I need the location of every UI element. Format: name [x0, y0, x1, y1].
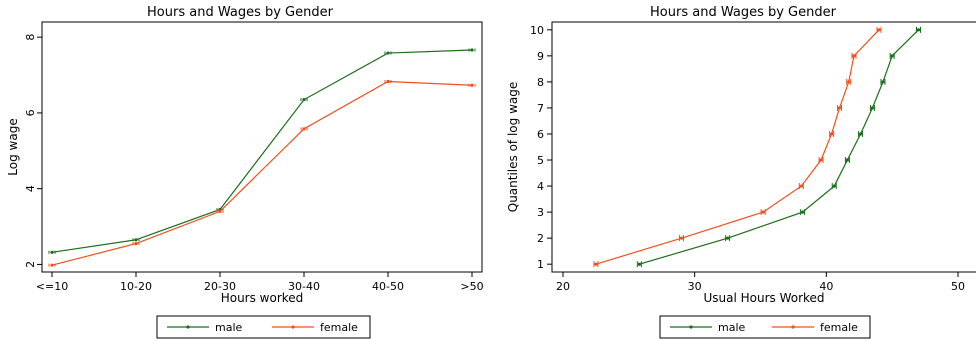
- left-legend-label-female: female: [320, 321, 358, 334]
- right-data-point-female: [852, 54, 856, 58]
- right-data-point-female: [679, 236, 684, 240]
- left-x-tick-label: 30-40: [288, 280, 320, 293]
- left-data-point-male: [134, 238, 138, 242]
- right-data-point-male: [845, 158, 850, 162]
- left-legend-marker-female: [291, 325, 295, 329]
- right-y-tick-label: 8: [537, 76, 544, 89]
- left-chart-title: Hours and Wages by Gender: [147, 5, 334, 20]
- left-y-axis: 2 4 6 8: [24, 34, 42, 268]
- left-data-point-female: [470, 83, 474, 87]
- left-data-point-male: [386, 51, 390, 55]
- right-data-point-male: [870, 106, 875, 110]
- left-y-tick-label: 6: [24, 109, 37, 116]
- right-series-line-male: [639, 29, 919, 265]
- left-x-axis: <=10 10-20 20-30 30-40 40-50 >50: [36, 272, 484, 293]
- left-x-axis-label: Hours worked: [221, 291, 304, 305]
- right-y-tick-label: 10: [530, 24, 544, 37]
- right-x-tick-label: 50: [951, 280, 965, 293]
- right-data-point-female: [594, 262, 598, 266]
- left-series-line-female: [51, 80, 473, 266]
- left-y-tick-label: 2: [24, 261, 37, 268]
- left-plot-area: [41, 21, 483, 273]
- left-series-line-male: [51, 49, 473, 253]
- right-x-axis: 20 30 40 50: [556, 272, 965, 293]
- right-plot-area: [551, 21, 976, 273]
- right-y-tick-label: 7: [537, 102, 544, 115]
- right-y-tick-label: 5: [537, 154, 544, 167]
- left-series-group: [48, 48, 476, 267]
- left-x-tick-label: >50: [460, 280, 483, 293]
- right-legend-label-female: female: [820, 321, 858, 334]
- left-data-point-female: [134, 241, 138, 246]
- right-legend-marker-female: [791, 325, 795, 329]
- right-data-point-male: [832, 184, 836, 188]
- left-legend-label-male: male: [215, 321, 243, 334]
- right-legend-label-male: male: [718, 321, 746, 334]
- right-x-tick-label: 20: [556, 280, 570, 293]
- right-legend-box: [659, 315, 871, 339]
- left-data-point-male: [50, 250, 54, 254]
- left-x-tick-label: <=10: [36, 280, 68, 293]
- right-y-tick-label: 9: [537, 50, 544, 63]
- right-y-tick-label: 6: [537, 128, 544, 141]
- right-data-point-male: [637, 262, 641, 266]
- right-data-point-female: [847, 80, 851, 84]
- left-data-point-female: [302, 127, 306, 131]
- right-series-line-female: [595, 29, 880, 265]
- right-data-point-female: [837, 106, 842, 110]
- right-x-axis-label: Usual Hours Worked: [703, 291, 824, 305]
- right-data-point-male: [858, 132, 863, 136]
- left-legend: male female: [156, 315, 371, 339]
- left-legend-marker-male: [186, 325, 190, 329]
- right-data-point-male: [881, 80, 885, 84]
- left-chart: Hours and Wages by Gender 2 4 6 8 <=10 10-20…: [6, 5, 484, 339]
- right-series-group: [593, 26, 921, 268]
- right-data-point-female: [819, 158, 823, 162]
- right-legend-marker-male: [689, 325, 693, 329]
- right-x-tick-label: 40: [819, 280, 833, 293]
- right-data-point-female: [877, 28, 881, 32]
- right-y-axis: 1 2 3 4 5 6 7 8 9 10: [530, 24, 552, 271]
- right-data-point-female: [799, 184, 803, 188]
- left-x-tick-label: 20-30: [204, 280, 236, 293]
- left-legend-box: [156, 315, 371, 339]
- right-data-point-female: [761, 210, 765, 214]
- left-data-point-female: [386, 79, 390, 84]
- left-data-point-male: [302, 98, 306, 102]
- right-data-point-male: [801, 210, 805, 214]
- right-chart: Hours and Wages by Gender 1 2 3 4 5 6 7 8 9 10 20…: [506, 5, 976, 339]
- right-y-tick-label: 3: [537, 206, 544, 219]
- right-data-point-female: [830, 132, 834, 136]
- right-data-point-male: [725, 236, 730, 240]
- left-x-tick-label: 40-50: [372, 280, 404, 293]
- left-y-tick-label: 8: [24, 34, 37, 41]
- right-data-point-male: [890, 54, 894, 58]
- right-legend: male female: [659, 315, 871, 339]
- left-y-tick-label: 4: [24, 185, 37, 192]
- left-y-axis-label: Log wage: [6, 118, 20, 175]
- left-x-tick-label: 10-20: [120, 280, 152, 293]
- right-y-tick-label: 2: [537, 232, 544, 245]
- right-y-tick-label: 4: [537, 180, 544, 193]
- right-data-point-male: [916, 28, 921, 32]
- left-data-point-female: [218, 209, 222, 213]
- right-chart-title: Hours and Wages by Gender: [650, 5, 837, 20]
- right-y-axis-label: Quantiles of log wage: [506, 82, 520, 213]
- right-x-tick-label: 30: [688, 280, 702, 293]
- left-data-point-male: [470, 48, 474, 52]
- left-data-point-female: [50, 263, 54, 267]
- right-y-tick-label: 1: [537, 258, 544, 271]
